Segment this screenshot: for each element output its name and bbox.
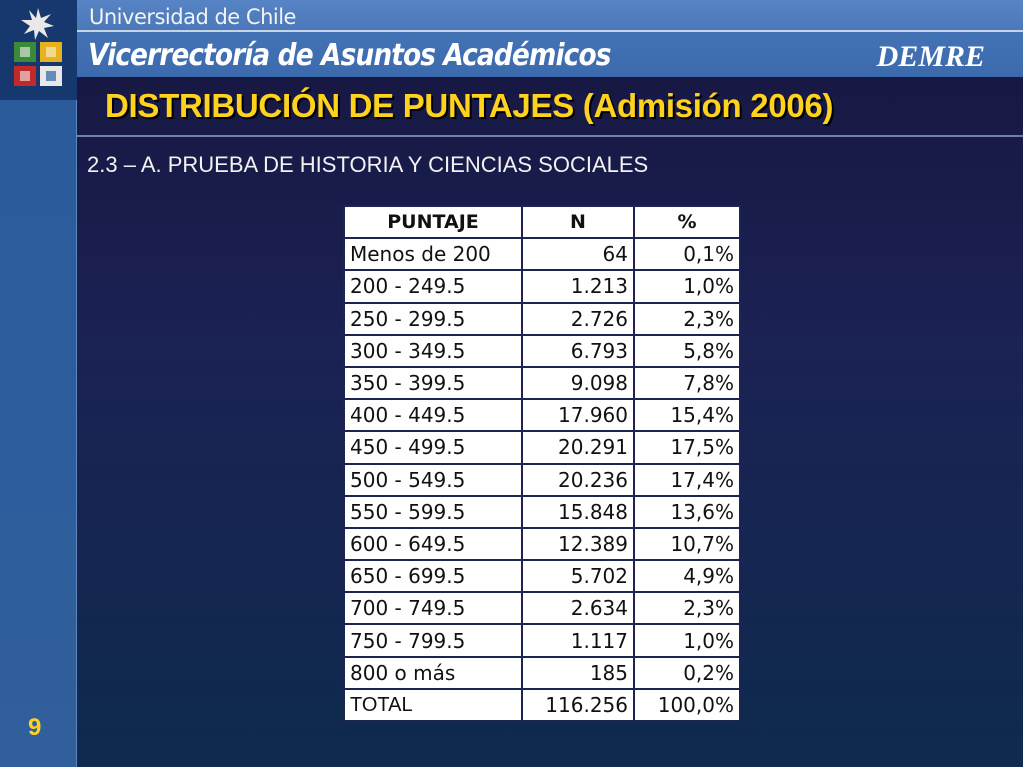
cell-n: 15.848 (521, 494, 635, 529)
university-crest-icon (14, 8, 62, 86)
cell-percent: 15,4% (633, 398, 741, 433)
header-n: N (521, 204, 635, 240)
cell-n: 64 (521, 237, 635, 272)
cell-percent: 5,8% (633, 333, 741, 368)
cell-percent: 10,7% (633, 526, 741, 562)
table-row: 400 - 449.5 17.960 15,4% (343, 398, 741, 433)
demre-brand: DEMRE (876, 40, 985, 73)
header-puntaje: PUNTAJE (343, 204, 523, 240)
cell-puntaje: 700 - 749.5 (343, 591, 523, 626)
total-n: 116.256 (521, 687, 635, 723)
slide-subtitle: 2.3 – A. PRUEBA DE HISTORIA Y CIENCIAS S… (87, 152, 649, 177)
header-percent: % (633, 204, 741, 240)
table-row: 700 - 749.5 2.634 2,3% (343, 591, 741, 626)
cell-n: 185 (521, 655, 635, 690)
total-percent: 100,0% (633, 687, 741, 723)
cell-n: 12.389 (521, 526, 635, 562)
table-row: 650 - 699.5 5.702 4,9% (343, 559, 741, 594)
cell-n: 5.702 (521, 559, 635, 594)
table-row: 250 - 299.5 2.726 2,3% (343, 301, 741, 336)
university-name: Universidad de Chile (89, 5, 296, 29)
cell-puntaje: 650 - 699.5 (343, 559, 523, 594)
left-sidebar (0, 0, 77, 767)
cell-puntaje: 800 o más (343, 655, 523, 690)
cell-n: 2.726 (521, 301, 635, 336)
table-row: 750 - 799.5 1.117 1,0% (343, 623, 741, 658)
vicerrectoria-title: Vicerrectoría de Asuntos Académicos (88, 38, 611, 73)
table-total-row: TOTAL 116.256 100,0% (343, 687, 741, 723)
total-label: TOTAL (343, 687, 523, 723)
cell-percent: 17,4% (633, 462, 741, 497)
table-row: 550 - 599.5 15.848 13,6% (343, 494, 741, 529)
table-row: 600 - 649.5 12.389 10,7% (343, 526, 741, 562)
cell-n: 6.793 (521, 333, 635, 368)
cell-puntaje: 300 - 349.5 (343, 333, 523, 368)
cell-puntaje: 600 - 649.5 (343, 526, 523, 562)
cell-n: 1.213 (521, 269, 635, 304)
table-row: 350 - 399.5 9.098 7,8% (343, 365, 741, 401)
table-row: 200 - 249.5 1.213 1,0% (343, 269, 741, 304)
cell-percent: 0,1% (633, 237, 741, 272)
university-row: Universidad de Chile (77, 0, 1023, 32)
table-row: 300 - 349.5 6.793 5,8% (343, 333, 741, 368)
cell-puntaje: 350 - 399.5 (343, 365, 523, 401)
cell-percent: 1,0% (633, 623, 741, 658)
cell-n: 20.236 (521, 462, 635, 497)
cell-puntaje: 750 - 799.5 (343, 623, 523, 658)
cell-puntaje: 200 - 249.5 (343, 269, 523, 304)
cell-puntaje: 550 - 599.5 (343, 494, 523, 529)
cell-percent: 4,9% (633, 559, 741, 594)
cell-n: 1.117 (521, 623, 635, 658)
table-row: 500 - 549.5 20.236 17,4% (343, 462, 741, 497)
table-row: 800 o más 185 0,2% (343, 655, 741, 690)
cell-percent: 7,8% (633, 365, 741, 401)
score-distribution-table: PUNTAJE N % Menos de 200 64 0,1% 200 - 249.… (343, 204, 741, 723)
cell-n: 2.634 (521, 591, 635, 626)
cell-n: 9.098 (521, 365, 635, 401)
cell-puntaje: 400 - 449.5 (343, 398, 523, 433)
university-logo (0, 0, 77, 100)
title-bar: DISTRIBUCIÓN DE PUNTAJES (Admisión 2006) (77, 77, 1023, 137)
cell-puntaje: 450 - 499.5 (343, 430, 523, 465)
cell-puntaje: 500 - 549.5 (343, 462, 523, 497)
cell-puntaje: 250 - 299.5 (343, 301, 523, 336)
cell-puntaje: Menos de 200 (343, 237, 523, 272)
table-row: Menos de 200 64 0,1% (343, 237, 741, 272)
cell-n: 17.960 (521, 398, 635, 433)
slide-title: DISTRIBUCIÓN DE PUNTAJES (Admisión 2006) (105, 87, 834, 124)
cell-percent: 2,3% (633, 591, 741, 626)
cell-percent: 0,2% (633, 655, 741, 690)
table-header-row: PUNTAJE N % (343, 204, 741, 240)
cell-percent: 17,5% (633, 430, 741, 465)
cell-percent: 2,3% (633, 301, 741, 336)
table-row: 450 - 499.5 20.291 17,5% (343, 430, 741, 465)
cell-percent: 13,6% (633, 494, 741, 529)
cell-n: 20.291 (521, 430, 635, 465)
table-body: Menos de 200 64 0,1% 200 - 249.5 1.213 1,0% 25… (343, 237, 741, 723)
page-number: 9 (28, 714, 42, 741)
cell-percent: 1,0% (633, 269, 741, 304)
